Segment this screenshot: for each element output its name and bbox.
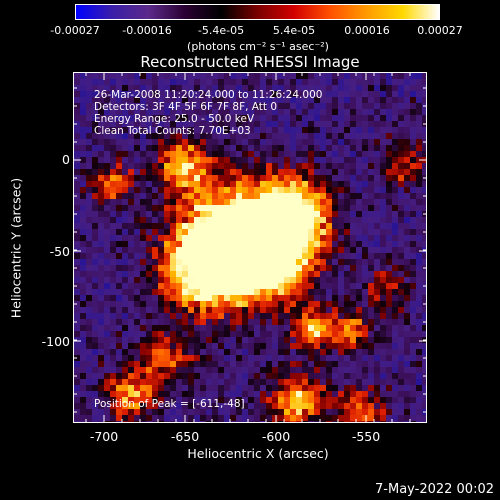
x-tick-label: -550 [351,429,381,444]
colorbar-label: 0.00016 [344,24,390,37]
colorbar-label: -0.00016 [122,24,172,37]
x-tick-label: -600 [261,429,291,444]
timestamp: 7-May-2022 00:02 [375,482,494,497]
info-time: 26-Mar-2008 11:20:24.000 to 11:26:24.000 [94,89,323,101]
colorbar-units: (photons cm⁻² s⁻¹ asec⁻²) [187,40,329,53]
y-tick-label: -100 [41,334,70,349]
y-axis-label: Heliocentric Y (arcsec) [8,177,24,319]
x-tick-label: -700 [89,429,119,444]
x-axis-label: Heliocentric X (arcsec) [187,446,329,461]
info-energy: Energy Range: 25.0 - 50.0 keV [94,113,255,125]
colorbar-label: -0.00027 [50,24,100,37]
image-title: Reconstructed RHESSI Image [140,53,360,71]
info-peak: Position of Peak = [-611,-48] [94,398,245,410]
colorbar-label: 5.4e-05 [272,24,316,37]
y-tick-label: 0 [62,152,70,167]
colorbar-label: -5.4e-05 [197,24,245,37]
image-plot: 26-Mar-2008 11:20:24.000 to 11:26:24.000… [73,72,427,423]
info-clean: Clean Total Counts: 7.70E+03 [94,125,251,137]
x-tick-label: -650 [170,429,200,444]
colorbar [75,4,440,20]
y-tick-label: -50 [49,244,70,259]
colorbar-label: 0.00027 [417,24,463,37]
rhessi-image [74,73,426,422]
info-detectors: Detectors: 3F 4F 5F 6F 7F 8F, Att 0 [94,101,278,113]
